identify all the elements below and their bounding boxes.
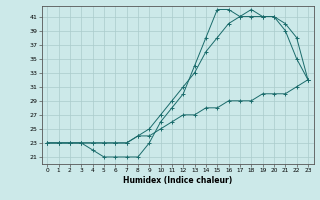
X-axis label: Humidex (Indice chaleur): Humidex (Indice chaleur) [123, 176, 232, 185]
